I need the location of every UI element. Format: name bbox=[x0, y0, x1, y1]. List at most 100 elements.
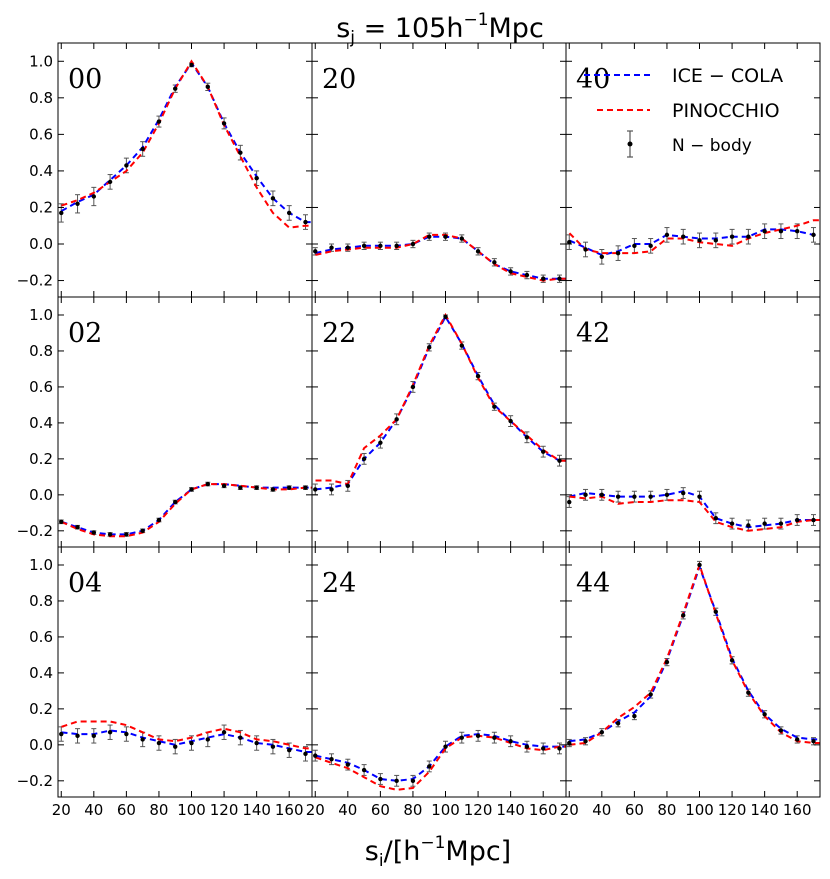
ytick-label: 0.6 bbox=[29, 378, 53, 396]
panel-00-nbody-point bbox=[221, 121, 227, 126]
panel-02-nbody-point bbox=[303, 485, 308, 490]
panel-20-nbody-point bbox=[508, 269, 513, 274]
panel-40-nbody-point bbox=[648, 243, 653, 249]
panel-44-nbody-point bbox=[632, 713, 637, 719]
panel-00-label: 00 bbox=[68, 64, 102, 95]
panel-02-nbody-point bbox=[205, 481, 210, 487]
legend-label-ice-cola: ICE − COLA bbox=[672, 65, 783, 87]
panel-22-nbody-point bbox=[508, 418, 513, 424]
panel-22-series bbox=[312, 312, 566, 496]
panel-20-nbody-point bbox=[361, 243, 367, 249]
xtick-label: 40 bbox=[84, 801, 103, 819]
panel-04-nbody-point bbox=[287, 748, 292, 753]
ytick-label: 0.8 bbox=[29, 89, 53, 107]
panel-24-nbody-point bbox=[361, 767, 367, 773]
panel-02-nbody-point bbox=[156, 517, 162, 523]
panel-42-nbody-point bbox=[583, 492, 588, 498]
panel-20-nbody-point bbox=[541, 276, 546, 281]
panel-00-nbody-point bbox=[287, 210, 292, 216]
panel-22-nbody-point bbox=[557, 458, 562, 463]
panel-02-nbody-point bbox=[124, 532, 129, 537]
panel-44-frame bbox=[565, 546, 821, 798]
panel-02-nbody-point bbox=[270, 487, 276, 492]
panel-42-nbody-point bbox=[778, 521, 784, 526]
panel-00-nbody-point bbox=[59, 210, 64, 216]
ytick-label: 0.0 bbox=[29, 235, 53, 253]
panel-02-nbody-point bbox=[59, 519, 64, 525]
panel-24-nbody-point bbox=[394, 778, 399, 784]
panel-42-nbody-point bbox=[664, 492, 670, 498]
ytick-label: 0.6 bbox=[29, 628, 53, 646]
panel-22-nbody-point bbox=[492, 404, 497, 409]
panel-04-nbody-point bbox=[205, 737, 210, 742]
panel-04-nbody-point bbox=[140, 737, 145, 742]
panel-24-ice-cola-line bbox=[312, 733, 566, 782]
xtick-label: 120 bbox=[718, 801, 747, 819]
xtick-label: 20 bbox=[52, 801, 71, 819]
ytick-label: −0.2 bbox=[17, 772, 53, 790]
panel-02-pinocchio-line bbox=[58, 483, 312, 538]
ytick-label: 0.4 bbox=[29, 162, 53, 180]
xtick-label: 60 bbox=[371, 801, 390, 819]
panel-42-nbody-point bbox=[811, 517, 816, 523]
panel-02-label: 02 bbox=[68, 318, 102, 349]
panel-44-nbody-point bbox=[664, 659, 670, 665]
legend: ICE − COLA PINOCCHIO N − body bbox=[584, 65, 783, 158]
panel-44-nbody-point bbox=[762, 712, 767, 717]
panel-04-nbody-point bbox=[156, 740, 162, 746]
panel-02-nbody-point bbox=[107, 532, 113, 537]
panel-22-nbody-point bbox=[410, 384, 416, 390]
ytick-label: 0.8 bbox=[29, 592, 53, 610]
panel-04-pinocchio-line bbox=[58, 720, 312, 750]
panel-00-series bbox=[58, 59, 312, 230]
ytick-label: 0.6 bbox=[29, 125, 53, 143]
panel-00-nbody-point bbox=[156, 119, 162, 124]
panel-24-nbody-point bbox=[345, 762, 351, 767]
legend-point-nbody bbox=[627, 141, 633, 147]
panel-22-label: 22 bbox=[322, 318, 356, 349]
panel-02-nbody-point bbox=[238, 485, 243, 490]
panel-44-pinocchio-line bbox=[566, 561, 820, 746]
panel-02-nbody-point bbox=[189, 487, 194, 492]
panel-24-nbody-point bbox=[410, 778, 416, 784]
panel-00-nbody-point bbox=[238, 150, 243, 155]
xtick-label: 80 bbox=[149, 801, 168, 819]
panel-04-series bbox=[58, 720, 312, 762]
legend-label-pinocchio: PINOCCHIO bbox=[672, 100, 780, 122]
panel-40-nbody-point bbox=[615, 250, 621, 256]
panel-44-nbody-point bbox=[615, 721, 621, 726]
ytick-label: 0.2 bbox=[29, 450, 53, 468]
panel-42-nbody-point bbox=[681, 490, 686, 496]
panel-40-nbody-point bbox=[681, 234, 686, 239]
panel-00-nbody-point bbox=[303, 219, 308, 225]
panel-00-nbody-point bbox=[189, 62, 194, 68]
xtick-label: 160 bbox=[529, 801, 558, 819]
ytick-label: 0.8 bbox=[29, 342, 53, 360]
panel-20-nbody-point bbox=[427, 234, 432, 239]
panel-44-nbody-point bbox=[778, 728, 784, 733]
panel-20-label: 20 bbox=[322, 64, 356, 95]
panel-24-nbody-point bbox=[557, 746, 562, 751]
ytick-label: 1.0 bbox=[29, 556, 53, 574]
panel-42-nbody-point bbox=[615, 494, 621, 499]
panel-22-nbody-point bbox=[345, 483, 351, 489]
xtick-label: 40 bbox=[338, 801, 357, 819]
xtick-label: 20 bbox=[560, 801, 579, 819]
ytick-label: 0.2 bbox=[29, 700, 53, 718]
ytick-label: 1.0 bbox=[29, 52, 53, 70]
xtick-label: 140 bbox=[496, 801, 525, 819]
panel-42-nbody-point bbox=[697, 494, 702, 499]
panel-20-nbody-point bbox=[410, 241, 416, 247]
panel-42-label: 42 bbox=[576, 318, 610, 349]
panel-20-nbody-point bbox=[394, 243, 399, 249]
ytick-label: 0.4 bbox=[29, 664, 53, 682]
panel-00-nbody-point bbox=[205, 84, 210, 90]
panel-42-series bbox=[566, 487, 820, 532]
panel-24-nbody-point bbox=[541, 746, 546, 751]
panel-24-nbody-point bbox=[524, 744, 530, 749]
panel-40-nbody-point bbox=[729, 234, 735, 239]
panel-40-nbody-point bbox=[632, 243, 637, 249]
panel-44-nbody-point bbox=[648, 692, 653, 697]
panel-20-nbody-point bbox=[557, 276, 562, 281]
